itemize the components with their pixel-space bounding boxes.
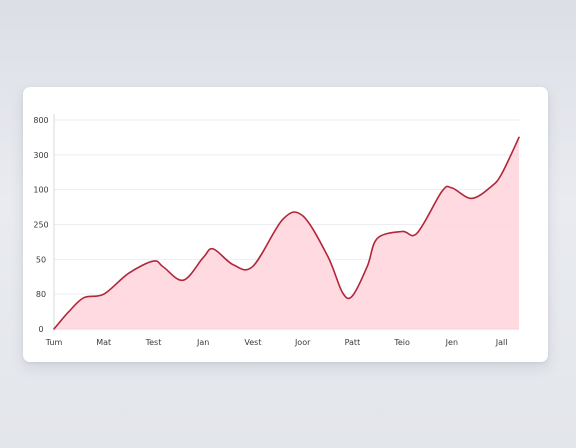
x-tick-label: Test [145,338,162,347]
series-line [53,136,520,330]
y-tick-label: 0 [38,325,43,334]
x-tick-label: Tum [45,338,63,347]
y-tick-label: 300 [33,151,48,160]
area-chart: 0 80 50 250 100 300 800 Tum Mat Test Jan Vest Joor Pa… [33,114,520,347]
y-tick-label: 100 [33,186,48,195]
y-tick-label: 800 [33,116,48,125]
x-tick-label: Jall [495,338,508,347]
y-tick-label: 250 [33,221,48,230]
x-tick-label: Jen [445,338,458,347]
x-tick-label: Patt [345,338,361,347]
x-tick-label: Jan [196,338,209,347]
x-tick-label: Vest [244,338,261,347]
chart-card: 0 80 50 250 100 300 800 Tum Mat Test Jan Vest Joor Pa… [23,87,548,362]
x-tick-label: Teio [393,338,410,347]
x-tick-label: Mat [96,338,111,347]
y-tick-label: 80 [36,290,46,299]
x-tick-label: Joor [294,338,311,347]
series-area [54,137,519,329]
y-tick-label: 50 [36,255,46,264]
